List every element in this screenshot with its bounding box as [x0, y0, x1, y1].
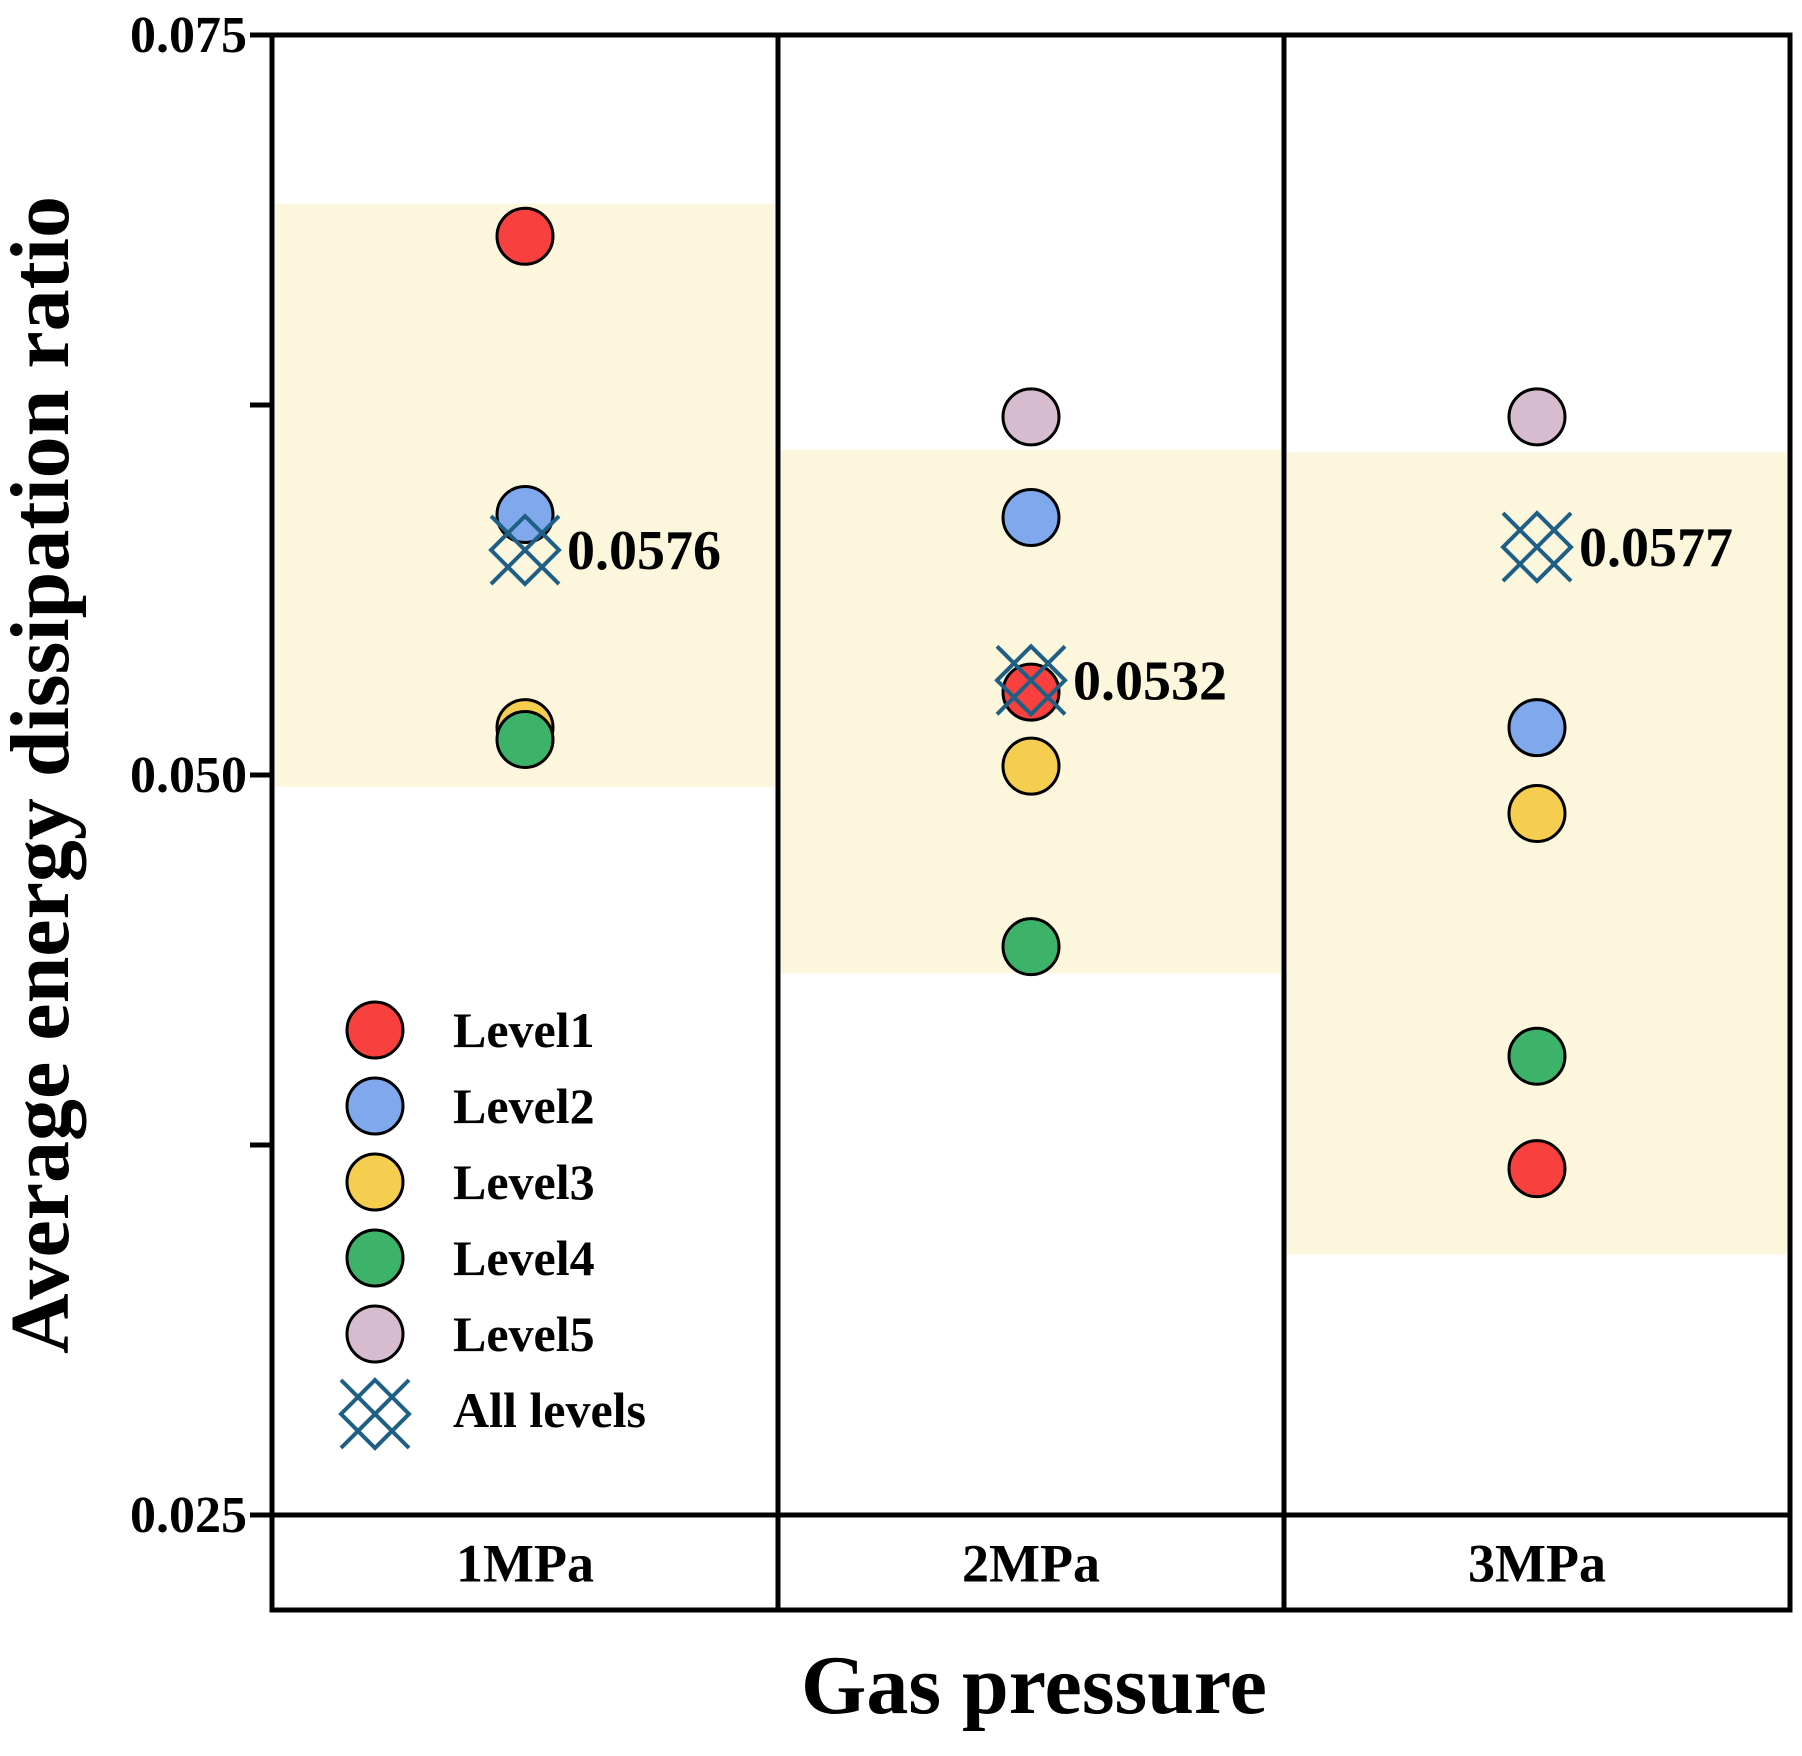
x-axis-title: Gas pressure	[801, 1639, 1267, 1732]
all-levels-marker	[994, 643, 1068, 718]
all-levels-marker	[338, 1377, 412, 1451]
legend-label: Level5	[453, 1306, 595, 1362]
legend-label: Level1	[453, 1002, 595, 1058]
point-level4	[1001, 917, 1061, 977]
y-tick-label: 0.050	[130, 747, 247, 804]
point-level4	[1507, 1026, 1567, 1086]
point-level3	[1001, 736, 1061, 796]
category-label: 3MPa	[1468, 1534, 1606, 1594]
legend-marker-level3	[345, 1152, 405, 1212]
all-levels-data-label: 0.0532	[1073, 650, 1227, 712]
point-level5	[1507, 387, 1567, 447]
legend: Level1 Level2 Level3 Level4 Level5 All levels	[338, 1000, 646, 1451]
all-levels-marker	[488, 513, 562, 587]
y-tick-label: 0.025	[130, 1487, 247, 1544]
marks-layer: 0.0576 0.0532 0.0577	[488, 206, 1733, 1199]
legend-marker-level4	[345, 1228, 405, 1288]
range-band	[1287, 452, 1787, 1255]
point-level5	[1001, 387, 1061, 447]
point-level1	[1001, 662, 1061, 722]
legend-label: Level2	[453, 1078, 595, 1134]
legend-label: Level3	[453, 1154, 595, 1210]
all-levels-data-label: 0.0577	[1579, 517, 1733, 579]
legend-marker-level2	[345, 1076, 405, 1136]
point-level4	[495, 709, 555, 769]
all-levels-data-label: 0.0576	[567, 520, 721, 582]
category-label: 2MPa	[962, 1534, 1100, 1594]
legend-marker-level5	[345, 1304, 405, 1364]
point-level2	[1507, 698, 1567, 758]
y-axis-title: Average energy dissipation ratio	[0, 196, 87, 1354]
category-label: 1MPa	[456, 1534, 594, 1594]
all-levels-marker	[1500, 510, 1574, 584]
point-level1	[495, 206, 555, 266]
legend-label: Level4	[453, 1230, 595, 1286]
y-tick-label: 0.075	[130, 7, 247, 64]
point-level3	[1507, 783, 1567, 843]
point-level1	[1507, 1139, 1567, 1199]
point-level2	[1001, 487, 1061, 547]
plot-frame: 0.025 0.050 0.075 1MPa 2MPa 3MPa	[130, 7, 1793, 1613]
legend-marker-level1	[345, 1000, 405, 1060]
plot-border	[269, 32, 1793, 1613]
legend-label: All levels	[453, 1382, 646, 1438]
